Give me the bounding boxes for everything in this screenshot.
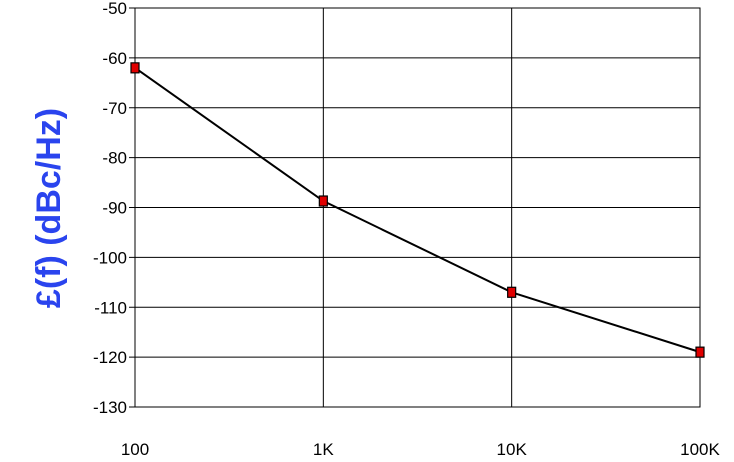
data-point: [130, 62, 140, 74]
y-tick-label: -120: [93, 348, 127, 367]
data-point: [507, 286, 517, 298]
y-tick-label: -90: [102, 199, 127, 218]
y-tick-label: -80: [102, 149, 127, 168]
y-axis-label: £(f) (dBc/Hz): [30, 108, 68, 308]
y-tick-label: -70: [102, 99, 127, 118]
y-tick-label: -60: [102, 49, 127, 68]
grid-layer: [129, 7, 701, 408]
x-tick-label: 1K: [313, 440, 334, 459]
series-line: [134, 67, 701, 354]
y-tick-label: -130: [93, 398, 127, 417]
data-point: [695, 346, 705, 358]
x-tick-label: 100: [121, 440, 149, 459]
plot-frame: [134, 7, 701, 408]
data-point: [318, 195, 328, 207]
tick-label-layer: -50 -60 -70 -80 -90 -100 -110 -120 -130 100 1K 10K 1…: [93, 0, 721, 459]
y-tick-label: -110: [94, 298, 127, 317]
x-tick-label: 100K: [680, 440, 720, 459]
y-tick-label: -100: [93, 248, 127, 267]
y-tick-label: -50: [102, 0, 127, 18]
series-layer: [130, 62, 705, 358]
x-tick-label: 10K: [497, 440, 528, 459]
